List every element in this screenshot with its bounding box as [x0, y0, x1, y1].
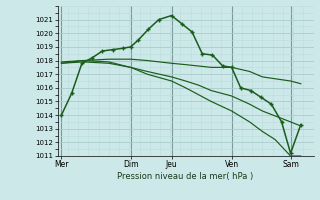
X-axis label: Pression niveau de la mer( hPa ): Pression niveau de la mer( hPa ) [117, 172, 254, 181]
